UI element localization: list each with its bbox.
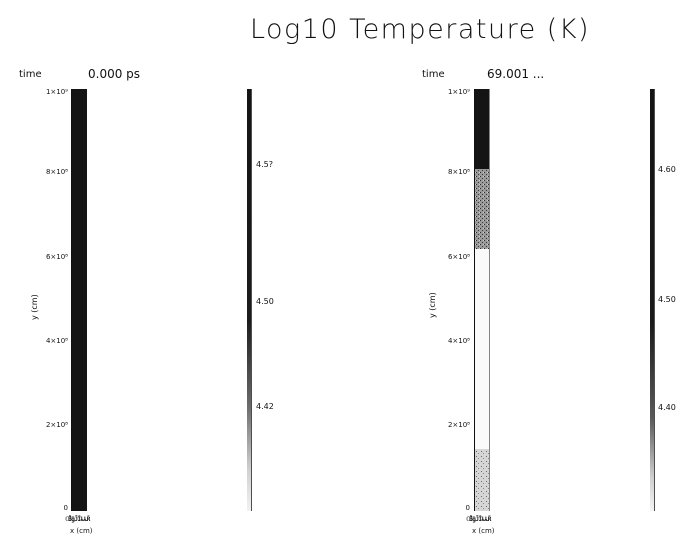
- y-tick-right-6e8: 6×10⁸: [447, 253, 470, 261]
- colorbar-tick-left-low: 4.42: [256, 402, 274, 411]
- colorbar-tick-right-mid: 4.50: [658, 295, 676, 304]
- y-axis-label-right: y (cm): [428, 292, 437, 318]
- heatmap-strip-left: [72, 89, 87, 511]
- colorbar-tick-right-top: 4.60: [658, 165, 676, 174]
- y-tick-left-8e8: 8×10⁸: [45, 168, 68, 176]
- x-axis-label-left: x (cm): [70, 527, 93, 535]
- x-ticks-left: ℂ̄B̄ĝĴĪȽȽŘ: [65, 516, 90, 523]
- y-axis-label-left: y (cm): [30, 294, 39, 320]
- y-tick-left-1e9: 1×10⁹: [45, 88, 68, 96]
- heatmap-strip-right-low: [474, 249, 489, 449]
- colorbar-tick-left-top: 4.5?: [256, 160, 273, 169]
- x-axis-label-right: x (cm): [472, 527, 495, 535]
- time-value-right: 69.001 ...: [487, 67, 545, 81]
- y-tick-left-6e8: 6×10⁸: [45, 253, 68, 261]
- y-tick-left-2e8: 2×10⁸: [45, 421, 68, 429]
- y-tick-right-1e9: 1×10⁹: [447, 88, 470, 96]
- colorbar-tick-right-low: 4.40: [658, 403, 676, 412]
- figure-title: Log10 Temperature (K): [249, 14, 591, 45]
- heatmap-strip-right-top: [474, 89, 489, 169]
- y-tick-right-4e8: 4×10⁸: [447, 337, 470, 345]
- y-tick-right-2e8: 2×10⁸: [447, 421, 470, 429]
- time-value-left: 0.000 ps: [88, 67, 141, 81]
- y-tick-right-8e8: 8×10⁸: [447, 168, 470, 176]
- heatmap-strip-right-mid: [474, 169, 489, 249]
- colorbar-tick-left-mid: 4.50: [256, 297, 274, 306]
- y-tick-left-4e8: 4×10⁸: [45, 337, 68, 345]
- colorbar-right: [650, 89, 654, 511]
- time-label-right: time: [422, 69, 445, 80]
- heatmap-strip-right-base: [474, 449, 489, 511]
- time-label-left: time: [19, 69, 42, 80]
- y-tick-right-0: 0: [465, 504, 470, 512]
- x-ticks-right: ℂ̄B̄ĝĴĪȽȽŘ: [466, 516, 491, 523]
- colorbar-left: [247, 89, 251, 511]
- y-tick-left-0: 0: [63, 504, 68, 512]
